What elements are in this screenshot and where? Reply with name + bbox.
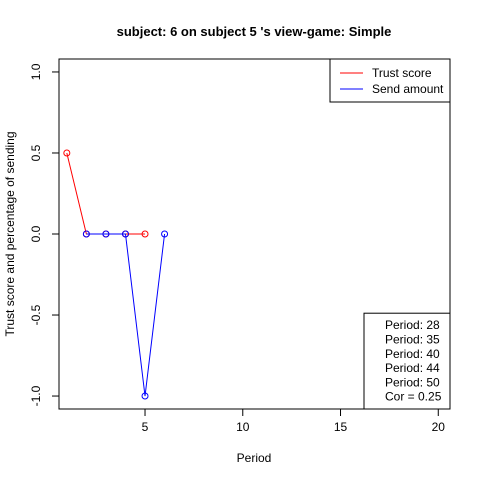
- y-tick-label: 0.5: [29, 144, 43, 161]
- y-axis-label: Trust score and percentage of sending: [3, 131, 17, 336]
- data-point: [63, 149, 71, 157]
- x-tick-label: 10: [236, 420, 250, 434]
- series-layer: [63, 149, 169, 400]
- data-point: [121, 230, 129, 238]
- info-line: Cor = 0.25: [385, 390, 442, 404]
- legend-box: [329, 58, 451, 103]
- y-axis: -1.0 -0.5 0.0 0.5 1.0: [29, 63, 60, 406]
- info-box-border: [363, 312, 451, 410]
- x-tick-label: 15: [334, 420, 348, 434]
- data-point: [141, 230, 149, 238]
- series-line: [86, 233, 166, 397]
- legend-entry: Send amount: [372, 82, 444, 96]
- x-axis-label: Period: [237, 451, 272, 465]
- y-tick-label: -1.0: [29, 385, 43, 406]
- y-tick-label: 0.0: [29, 225, 43, 242]
- series-send-amount: [82, 230, 169, 400]
- x-tick-label: 5: [142, 420, 149, 434]
- chart-title: subject: 6 on subject 5 's view-game: Si…: [117, 24, 392, 39]
- data-point: [82, 230, 90, 238]
- info-line: Period: 50: [385, 375, 440, 389]
- data-point: [161, 230, 169, 238]
- y-tick-label: 1.0: [29, 63, 43, 80]
- data-point: [141, 392, 149, 400]
- data-point: [102, 230, 110, 238]
- info-line: Period: 40: [385, 347, 440, 361]
- info-line: Period: 28: [385, 318, 440, 332]
- info-line: Period: 44: [385, 361, 440, 375]
- legend-entry: Trust score: [372, 66, 432, 80]
- x-tick-label: 20: [432, 420, 446, 434]
- legend: Trust score Send amount: [329, 58, 451, 103]
- y-tick-label: -0.5: [29, 304, 43, 325]
- info-line: Period: 35: [385, 333, 440, 347]
